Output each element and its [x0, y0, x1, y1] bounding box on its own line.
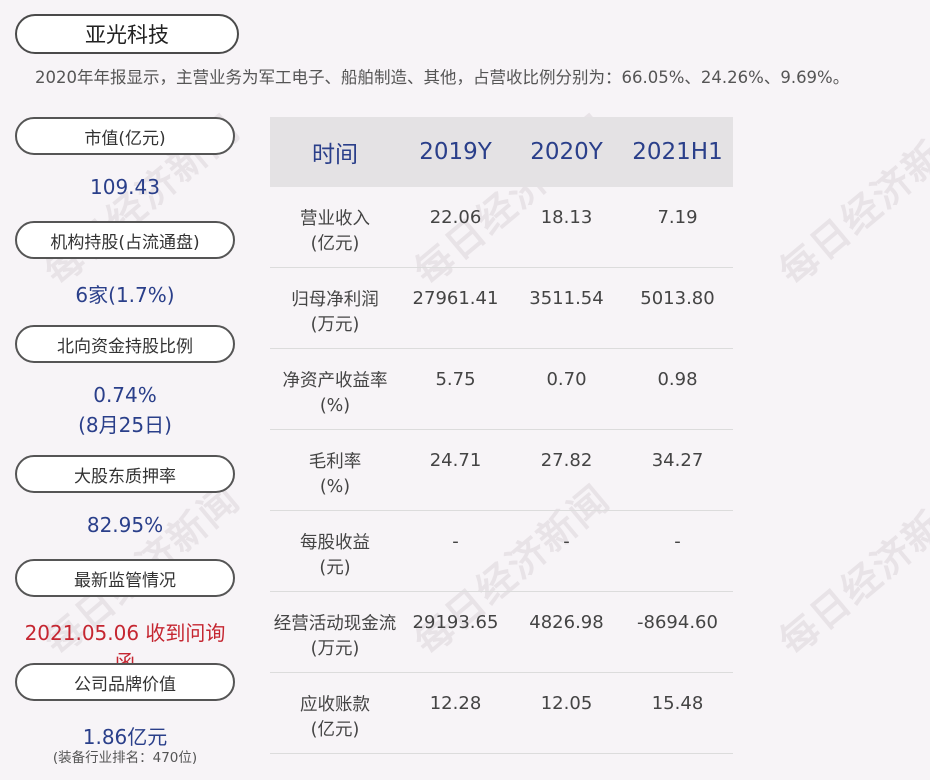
row-label: 毛利率 (%)	[308, 452, 362, 497]
cell-2021h1: 7.19	[657, 207, 698, 228]
cell-2021h1: 34.27	[651, 450, 704, 471]
header-2019: 2019Y	[419, 139, 492, 165]
cell-2019: 5.75	[435, 369, 476, 390]
table-row: 归母净利润 (万元) 27961.41 3511.54 5013.80	[270, 268, 733, 349]
cell-2021h1: 5013.80	[640, 288, 715, 309]
table-row: 经营活动现金流 (万元) 29193.65 4826.98 -8694.60	[270, 592, 733, 673]
header-2020: 2020Y	[530, 139, 603, 165]
table-row: 营业收入 (亿元) 22.06 18.13 7.19	[270, 187, 733, 268]
cell-2021h1: 15.48	[651, 693, 704, 714]
cell-2020: 27.82	[540, 450, 593, 471]
watermark: 每日经济新闻	[770, 475, 930, 665]
table-header: 时间 2019Y 2020Y 2021H1	[270, 117, 733, 187]
row-label: 经营活动现金流 (万元)	[273, 614, 397, 659]
watermark: 每日经济新闻	[770, 105, 930, 295]
financial-table: 时间 2019Y 2020Y 2021H1 营业收入 (亿元) 22.06 18.…	[270, 117, 733, 754]
cell-2019: 24.71	[429, 450, 482, 471]
cell-2019: 22.06	[429, 207, 482, 228]
table-row: 每股收益 (元) - - -	[270, 511, 733, 592]
market-cap-label: 市值(亿元)	[15, 117, 235, 155]
cell-2021h1: -8694.60	[637, 612, 718, 633]
table-row: 毛利率 (%) 24.71 27.82 34.27	[270, 430, 733, 511]
institutional-holding-label: 机构持股(占流通盘)	[15, 221, 235, 259]
brand-value-label: 公司品牌价值	[15, 663, 235, 701]
cell-2020: 3511.54	[529, 288, 604, 309]
cell-2020: 12.05	[540, 693, 593, 714]
table-row: 应收账款 (亿元) 12.28 12.05 15.48	[270, 673, 733, 754]
table-row: 净资产收益率 (%) 5.75 0.70 0.98	[270, 349, 733, 430]
row-label: 应收账款 (亿元)	[300, 695, 370, 740]
institutional-holding-value: 6家(1.7%)	[75, 283, 175, 307]
market-cap-value: 109.43	[90, 175, 160, 199]
cell-2021h1: 0.98	[657, 369, 698, 390]
cell-2019: -	[452, 531, 459, 552]
row-label: 营业收入 (亿元)	[300, 209, 370, 254]
cell-2019: 12.28	[429, 693, 482, 714]
cell-2020: 0.70	[546, 369, 587, 390]
business-summary: 2020年年报显示，主营业务为军工电子、船舶制造、其他，占营收比例分别为：66.…	[35, 68, 850, 87]
cell-2020: 18.13	[540, 207, 593, 228]
cell-2020: 4826.98	[529, 612, 604, 633]
row-label: 净资产收益率 (%)	[282, 371, 388, 416]
northbound-holding-value: 0.74%	[93, 383, 157, 407]
brand-rank-note: (装备行业排名：470位)	[52, 750, 198, 766]
row-label: 每股收益 (元)	[300, 533, 370, 578]
regulation-label: 最新监管情况	[15, 559, 235, 597]
cell-2021h1: -	[674, 531, 681, 552]
row-label: 归母净利润 (万元)	[291, 290, 379, 335]
cell-2020: -	[563, 531, 570, 552]
northbound-holding-date: (8月25日)	[78, 413, 172, 437]
header-period: 时间	[312, 142, 358, 168]
cell-2019: 27961.41	[412, 288, 499, 309]
cell-2019: 29193.65	[412, 612, 499, 633]
company-name: 亚光科技	[15, 14, 239, 54]
brand-value-value: 1.86亿元	[82, 725, 168, 749]
header-2021h1: 2021H1	[632, 139, 723, 165]
northbound-holding-label: 北向资金持股比例	[15, 325, 235, 363]
pledge-ratio-label: 大股东质押率	[15, 455, 235, 493]
pledge-ratio-value: 82.95%	[86, 513, 164, 537]
